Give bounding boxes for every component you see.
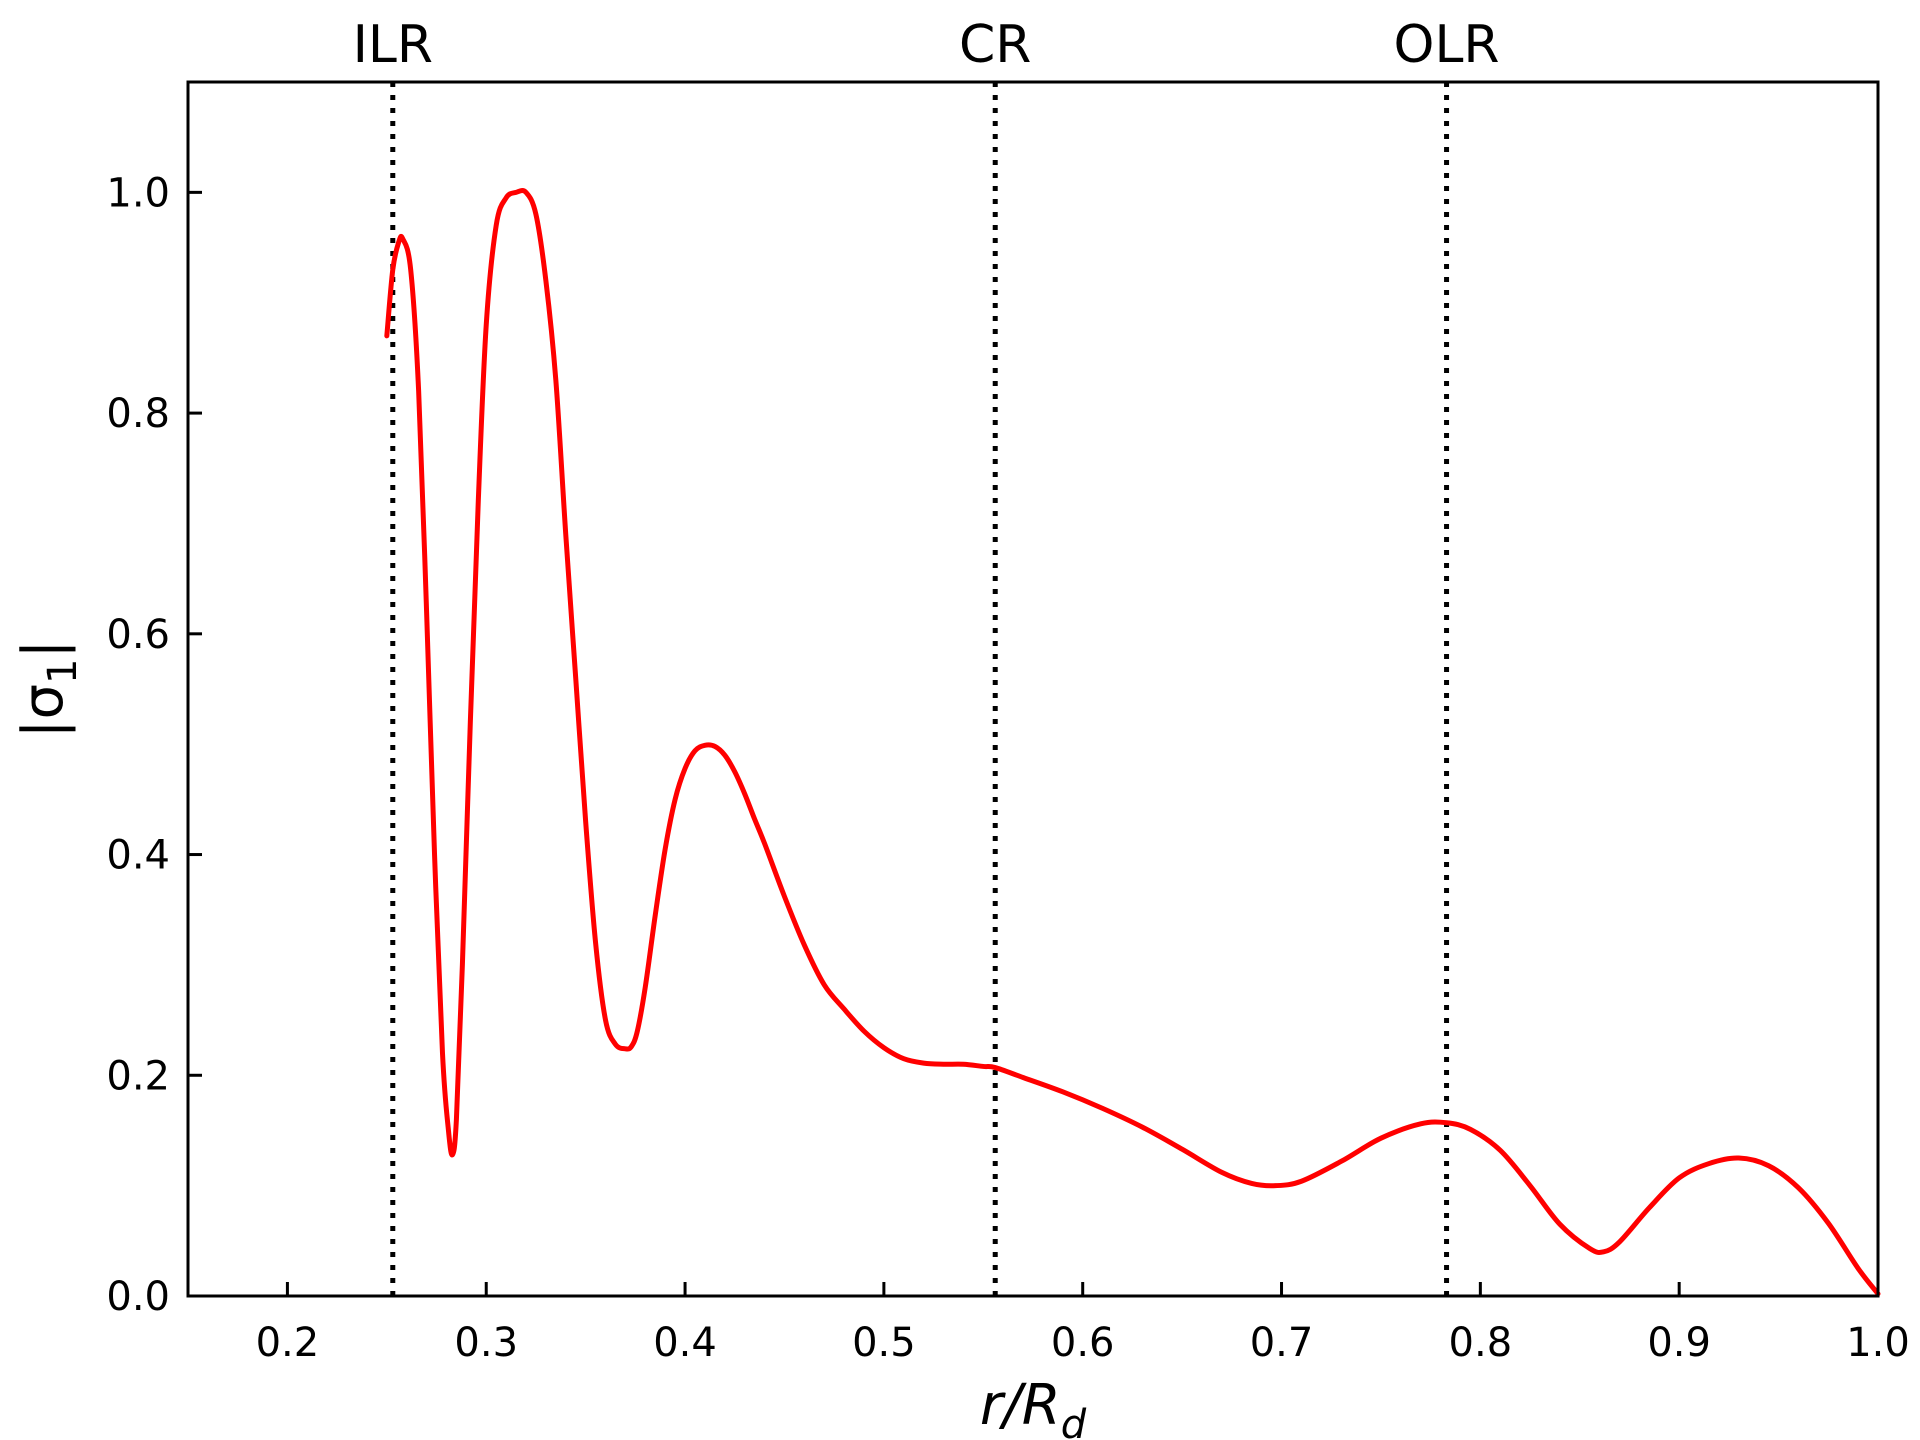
x-tick-label: 0.3 [454,1320,518,1366]
x-tick-label: 0.2 [256,1320,320,1366]
y-tick-label: 0.0 [106,1274,170,1320]
y-axis-label-main: |σ [11,684,76,738]
x-tick-label: 1.0 [1846,1320,1910,1366]
resonance-label-cr: CR [959,15,1031,75]
y-axis-label-sub: 1 [40,659,86,684]
y-tick-label: 0.8 [106,391,170,437]
x-tick-label: 0.8 [1449,1320,1513,1366]
resonance-label-ilr: ILR [353,15,433,75]
y-tick-label: 1.0 [106,170,170,216]
x-tick-label: 0.6 [1051,1320,1115,1366]
y-tick-label: 0.4 [106,833,170,879]
x-axis-label-main: r/R [980,1373,1061,1438]
x-axis-label: r/Rd [980,1373,1087,1440]
y-axis-label-close: | [11,640,76,659]
x-tick-label: 0.7 [1250,1320,1314,1366]
x-tick-label: 0.5 [852,1320,916,1366]
y-tick-label: 0.6 [106,612,170,658]
x-tick-label: 0.9 [1647,1320,1711,1366]
ticks-layer [188,190,1880,1298]
y-tick-label: 0.2 [106,1053,170,1099]
x-tick-label: 0.4 [653,1320,717,1366]
series-line-0 [384,188,1881,1297]
series-layer [384,188,1881,1297]
resonance-label-olr: OLR [1394,15,1500,75]
x-axis-label-sub: d [1061,1402,1087,1440]
labels-layer: ILR CR OLR 0.2 0.3 0.4 0.5 0.6 0.7 0.8 0.9 1.0 0.0 0.… [11,15,1910,1440]
axes-frame-layer [186,80,1880,1298]
y-axis-label: |σ1| [11,640,86,739]
axes-frame [186,80,1880,1298]
resonance-lines-layer [390,82,1450,1296]
